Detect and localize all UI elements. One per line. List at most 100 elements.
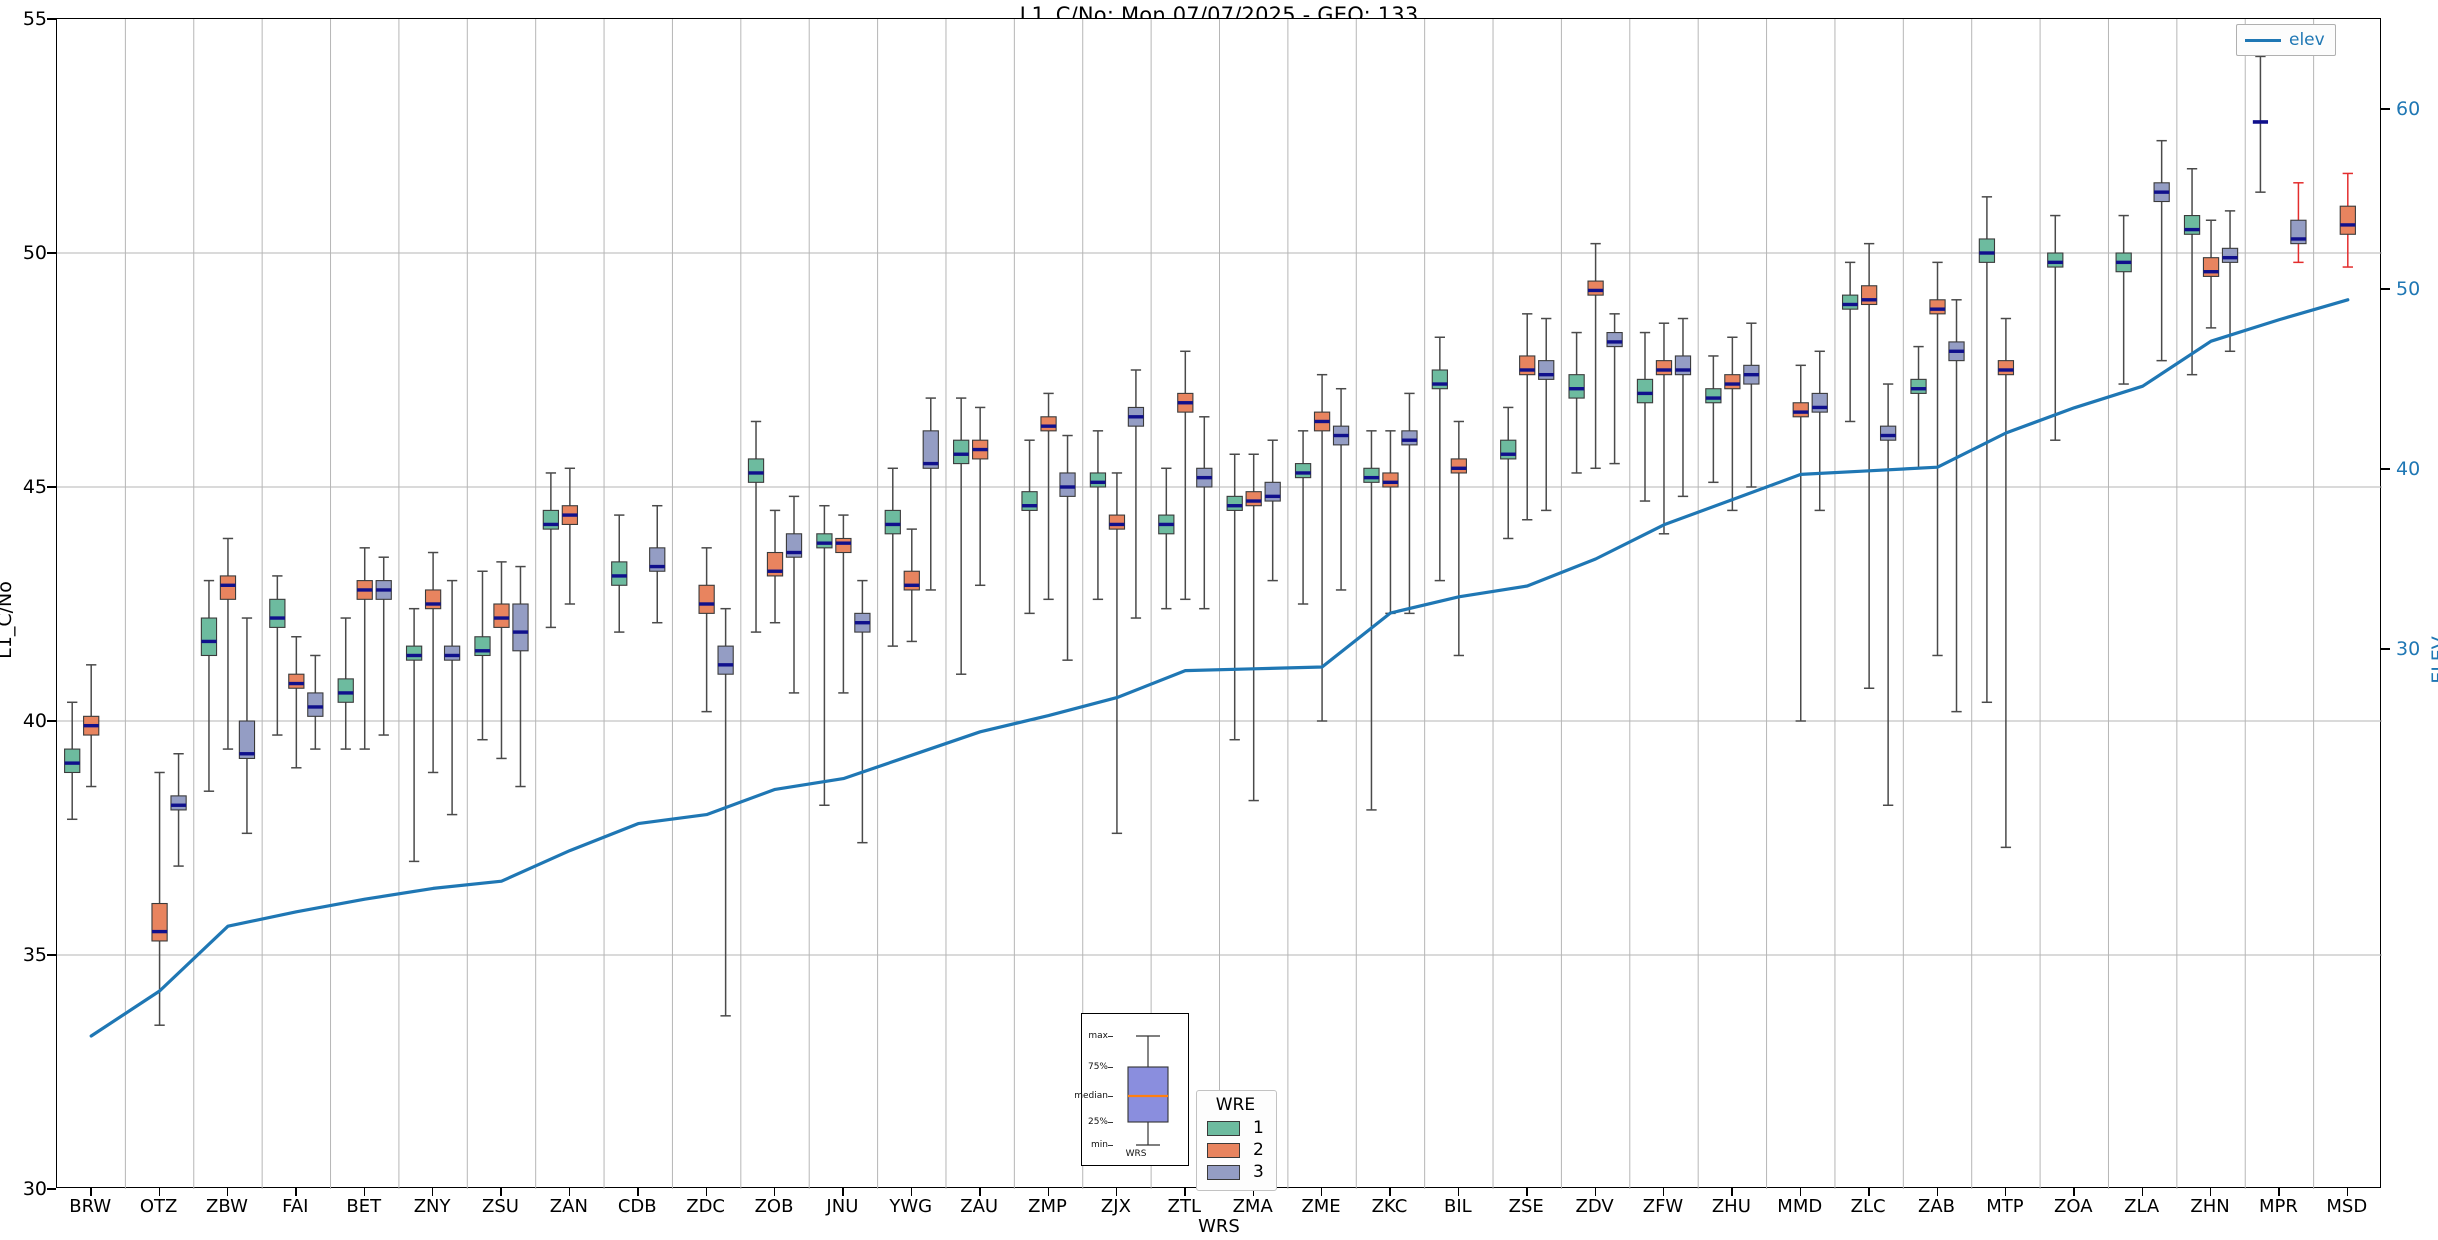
x-axis-tick-mark — [2210, 1188, 2212, 1196]
boxplot-series — [64, 55, 2356, 1026]
x-axis-tick-label: ZDC — [686, 1196, 726, 1217]
x-axis-tick-mark — [432, 1188, 434, 1196]
x-axis-tick-mark — [90, 1188, 92, 1196]
x-axis-tick-label: ZOB — [754, 1196, 794, 1217]
y-axis-left-title: L1_C/No — [0, 581, 16, 659]
x-axis-tick-mark — [226, 1188, 229, 1196]
y-axis-left-tick-mark — [47, 954, 56, 956]
inset-label: min — [1091, 1140, 1108, 1150]
x-axis-tick-mark — [1047, 1188, 1049, 1196]
x-axis-tick-label: ZFW — [1642, 1196, 1684, 1217]
x-axis-tick-label: MPR — [2258, 1196, 2298, 1217]
gridlines — [57, 19, 2382, 1189]
x-axis-tick-mark — [568, 1188, 571, 1196]
x-axis-tick-label: ZAN — [549, 1196, 588, 1217]
x-axis-tick-label: ZMA — [1232, 1196, 1273, 1217]
inset-label: 25% — [1087, 1117, 1108, 1127]
x-axis-tick-label: ZJX — [1100, 1196, 1131, 1217]
plot-inner — [57, 19, 2382, 1189]
inset-x-label: WRS — [1125, 1149, 1147, 1159]
x-axis-tick-mark — [363, 1188, 366, 1196]
x-axis-tick-mark — [910, 1188, 913, 1196]
x-axis-tick-label: MTP — [1986, 1196, 2024, 1217]
y-axis-right-title: ELEV — [2428, 636, 2438, 684]
y-axis-left-tick-label: 35 — [22, 944, 47, 966]
y-axis-left-tick-label: 55 — [22, 8, 47, 30]
x-axis-title: WRS — [1198, 1216, 1240, 1237]
wre-color-swatch — [1207, 1164, 1240, 1180]
y-axis-right-tick-mark — [2381, 108, 2390, 110]
inset-tick-mark — [1108, 1096, 1113, 1097]
x-axis-tick-mark — [158, 1188, 160, 1196]
y-axis-left-tick-mark — [47, 1188, 56, 1190]
inset-tick-mark — [1108, 1036, 1113, 1037]
x-axis-tick-mark — [2346, 1188, 2349, 1196]
x-axis-tick-label: ZMP — [1028, 1196, 1067, 1217]
x-axis-tick-mark — [1936, 1188, 1938, 1196]
x-axis-tick-label: BIL — [1443, 1196, 1472, 1217]
wre-legend-label: 1 — [1253, 1118, 1264, 1138]
x-axis-tick-label: ZDV — [1575, 1196, 1614, 1217]
wre-legend-item-2[interactable]: 2 — [1207, 1140, 1264, 1160]
x-axis-tick-label: ZNY — [413, 1196, 451, 1217]
inset-diagram — [1127, 1035, 1169, 1146]
x-axis-tick-label: CDB — [617, 1196, 657, 1217]
y-axis-right-tick-mark — [2381, 468, 2390, 470]
wre-legend-title: WRE — [1215, 1095, 1256, 1115]
x-axis-tick-label: ZBW — [206, 1196, 248, 1217]
y-axis-left-tick-label: 45 — [22, 476, 47, 498]
y-axis-left-tick-label: 50 — [22, 242, 47, 264]
x-axis-tick-label: MSD — [2326, 1196, 2368, 1217]
elev-line-swatch — [2245, 38, 2281, 42]
x-axis-tick-mark — [774, 1188, 776, 1196]
plot-area — [56, 18, 2382, 1189]
inset-label: max — [1088, 1031, 1108, 1041]
x-axis-tick-label: ZME — [1301, 1196, 1341, 1217]
y-axis-left-tick-mark — [47, 252, 56, 254]
x-axis-tick-label: FAI — [282, 1196, 309, 1217]
wre-legend-item-3[interactable]: 3 — [1207, 1162, 1264, 1182]
y-axis-right-tick-label: 30 — [2396, 638, 2421, 660]
x-axis-tick-label: ZAB — [1918, 1196, 1955, 1217]
x-axis-tick-label: JNU — [826, 1196, 859, 1217]
x-axis-tick-mark — [1115, 1188, 1118, 1196]
x-axis-tick-mark — [1594, 1188, 1596, 1196]
x-axis-tick-mark — [1799, 1188, 1802, 1196]
y-axis-left-tick-mark — [47, 720, 56, 722]
x-axis-tick-mark — [500, 1188, 502, 1196]
y-axis-right-tick-mark — [2381, 648, 2390, 650]
y-axis-right-tick-label: 40 — [2396, 458, 2421, 480]
x-axis-tick-mark — [842, 1188, 844, 1196]
wre-color-swatch — [1207, 1142, 1240, 1158]
y-axis-right-tick-label: 50 — [2396, 278, 2421, 300]
wre-color-swatch — [1207, 1120, 1240, 1136]
inset-tick-mark — [1108, 1122, 1113, 1123]
x-axis-tick-label: MMD — [1777, 1196, 1823, 1217]
x-axis-tick-label: ZKC — [1371, 1196, 1408, 1217]
wre-legend-item-1[interactable]: 1 — [1207, 1118, 1264, 1138]
inset-tick-mark — [1108, 1067, 1113, 1068]
inset-tick-mark — [1108, 1145, 1113, 1146]
x-axis-tick-label: ZOA — [2054, 1196, 2093, 1217]
x-axis-tick-label: ZTL — [1167, 1196, 1201, 1217]
boxplot-explainer-inset: WRS max 75% median 25% min — [1074, 1013, 1189, 1166]
y-axis-left-tick-mark — [47, 486, 56, 488]
elev-line — [89, 298, 2350, 1038]
wre-legend-label: 2 — [1253, 1140, 1264, 1160]
x-axis-tick-mark — [2073, 1188, 2075, 1196]
elev-legend[interactable]: elev — [2236, 24, 2336, 56]
x-axis-tick-mark — [1731, 1188, 1733, 1196]
x-axis-tick-mark — [705, 1188, 708, 1196]
x-axis-tick-mark — [2004, 1188, 2007, 1196]
x-axis-tick-label: ZAU — [960, 1196, 999, 1217]
x-axis-tick-mark — [2141, 1188, 2144, 1196]
x-axis-tick-mark — [637, 1188, 639, 1196]
x-axis-tick-mark — [1868, 1188, 1870, 1196]
y-axis-right-tick-mark — [2381, 288, 2390, 290]
x-axis-tick-label: OTZ — [139, 1196, 178, 1217]
x-axis-tick-mark — [979, 1188, 981, 1196]
x-axis-tick-label: YWG — [889, 1196, 933, 1217]
